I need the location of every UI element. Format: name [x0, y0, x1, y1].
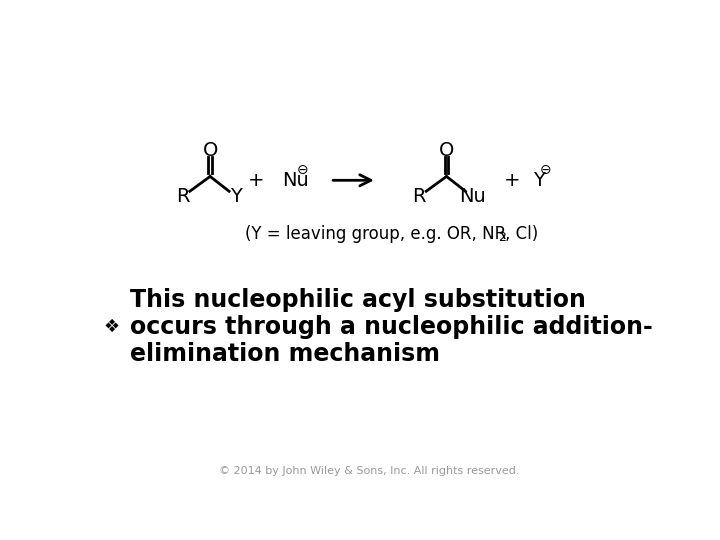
Text: ⊖: ⊖ [297, 163, 308, 177]
Text: ⊖: ⊖ [540, 163, 552, 177]
Text: Nu: Nu [282, 171, 309, 190]
Text: (Y = leaving group, e.g. OR, NR: (Y = leaving group, e.g. OR, NR [245, 225, 506, 243]
Text: R: R [413, 187, 426, 206]
Text: © 2014 by John Wiley & Sons, Inc. All rights reserved.: © 2014 by John Wiley & Sons, Inc. All ri… [219, 467, 519, 476]
Text: , Cl): , Cl) [505, 225, 539, 243]
Text: This nucleophilic acyl substitution: This nucleophilic acyl substitution [130, 288, 586, 312]
Text: Nu: Nu [459, 187, 486, 206]
Text: Y: Y [534, 171, 545, 190]
Text: O: O [202, 141, 218, 160]
FancyArrowPatch shape [333, 175, 371, 186]
Text: ❖: ❖ [104, 318, 120, 335]
Text: elimination mechanism: elimination mechanism [130, 342, 441, 366]
Text: +: + [248, 171, 265, 190]
Text: +: + [504, 171, 521, 190]
Text: O: O [438, 141, 454, 160]
Text: Y: Y [230, 187, 242, 206]
Text: 2: 2 [498, 231, 506, 244]
Text: occurs through a nucleophilic addition-: occurs through a nucleophilic addition- [130, 315, 653, 339]
Text: R: R [176, 187, 190, 206]
